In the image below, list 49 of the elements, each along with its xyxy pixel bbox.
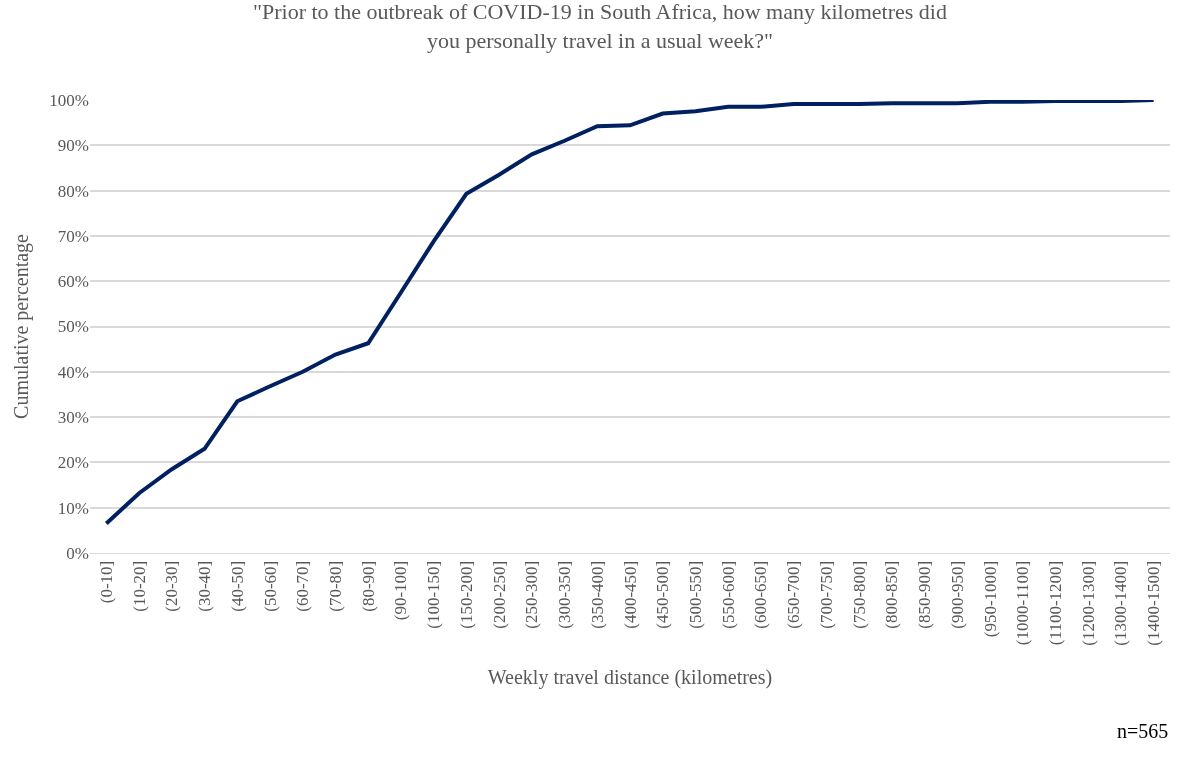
text: n=565 — [1117, 720, 1169, 742]
x-tick-label: (1400-1500] — [1144, 560, 1164, 646]
y-tick-label: 90% — [57, 136, 89, 156]
x-tick-label: (90-100] — [391, 560, 411, 621]
x-tick-label: (10-20] — [129, 560, 149, 612]
line-series — [104, 100, 1156, 526]
x-tick-label: (250-300] — [522, 560, 542, 629]
x-tick-label: (800-850] — [882, 560, 902, 629]
x-tick-label: (750-800] — [849, 560, 869, 629]
x-tick-label: (650-700] — [784, 560, 804, 629]
x-tick-label: (600-650] — [751, 560, 771, 629]
y-tick-label: 80% — [57, 181, 89, 201]
x-tick-label: (500-550] — [685, 560, 705, 629]
x-tick-label: (1300-1400] — [1111, 560, 1131, 646]
y-tick-label: 40% — [57, 362, 89, 382]
x-tick-label: (1200-1300] — [1078, 560, 1098, 646]
x-tick-label: (1100-1200] — [1045, 560, 1065, 646]
x-tick-label: (300-350] — [555, 560, 575, 629]
y-tick-label: 100% — [49, 90, 89, 110]
y-tick-label: 70% — [57, 226, 89, 246]
x-tick-label: (950-1000] — [980, 560, 1000, 638]
y-tick-label: 60% — [57, 272, 89, 292]
x-tick-label: (100-150] — [424, 560, 444, 629]
x-tick-label: (30-40] — [195, 560, 215, 612]
x-tick-label: (60-70] — [293, 560, 313, 612]
y-tick-label: 0% — [66, 543, 89, 563]
x-axis-title: Weekly travel distance (kilometres) — [487, 666, 773, 690]
x-tick-label: (400-450] — [620, 560, 640, 629]
y-tick-label: 30% — [57, 408, 89, 428]
x-tick-label: (70-80] — [325, 560, 345, 612]
y-tick-label: 10% — [57, 498, 89, 518]
x-tick-label: (350-400] — [587, 560, 607, 629]
chart-title: "Prior to the outbreak of COVID-19 in South Africa, how many kilometres did you personally travel in a usual week?" — [253, 0, 947, 53]
x-tick-label: (40-50] — [227, 560, 247, 612]
x-tick-label: (150-200] — [456, 560, 476, 629]
y-tick-label: 50% — [57, 317, 89, 337]
y-axis-title: Cumulative percentage — [9, 233, 33, 419]
x-tick-label: (850-900] — [915, 560, 935, 629]
x-tick-label: (700-750] — [816, 560, 836, 629]
x-tick-label: (50-60] — [260, 560, 280, 612]
y-tick-label: 20% — [57, 453, 89, 473]
x-tick-label: (550-600] — [718, 560, 738, 629]
x-tick-label: (1000-1100] — [1013, 560, 1033, 646]
x-tick-label: (80-90] — [358, 560, 378, 612]
x-tick-label: (900-950] — [947, 560, 967, 629]
x-tick-label: (450-500] — [653, 560, 673, 629]
x-tick-label: (0-10] — [96, 560, 116, 604]
x-tick-label: (200-250] — [489, 560, 509, 629]
x-tick-label: (20-30] — [162, 560, 182, 612]
